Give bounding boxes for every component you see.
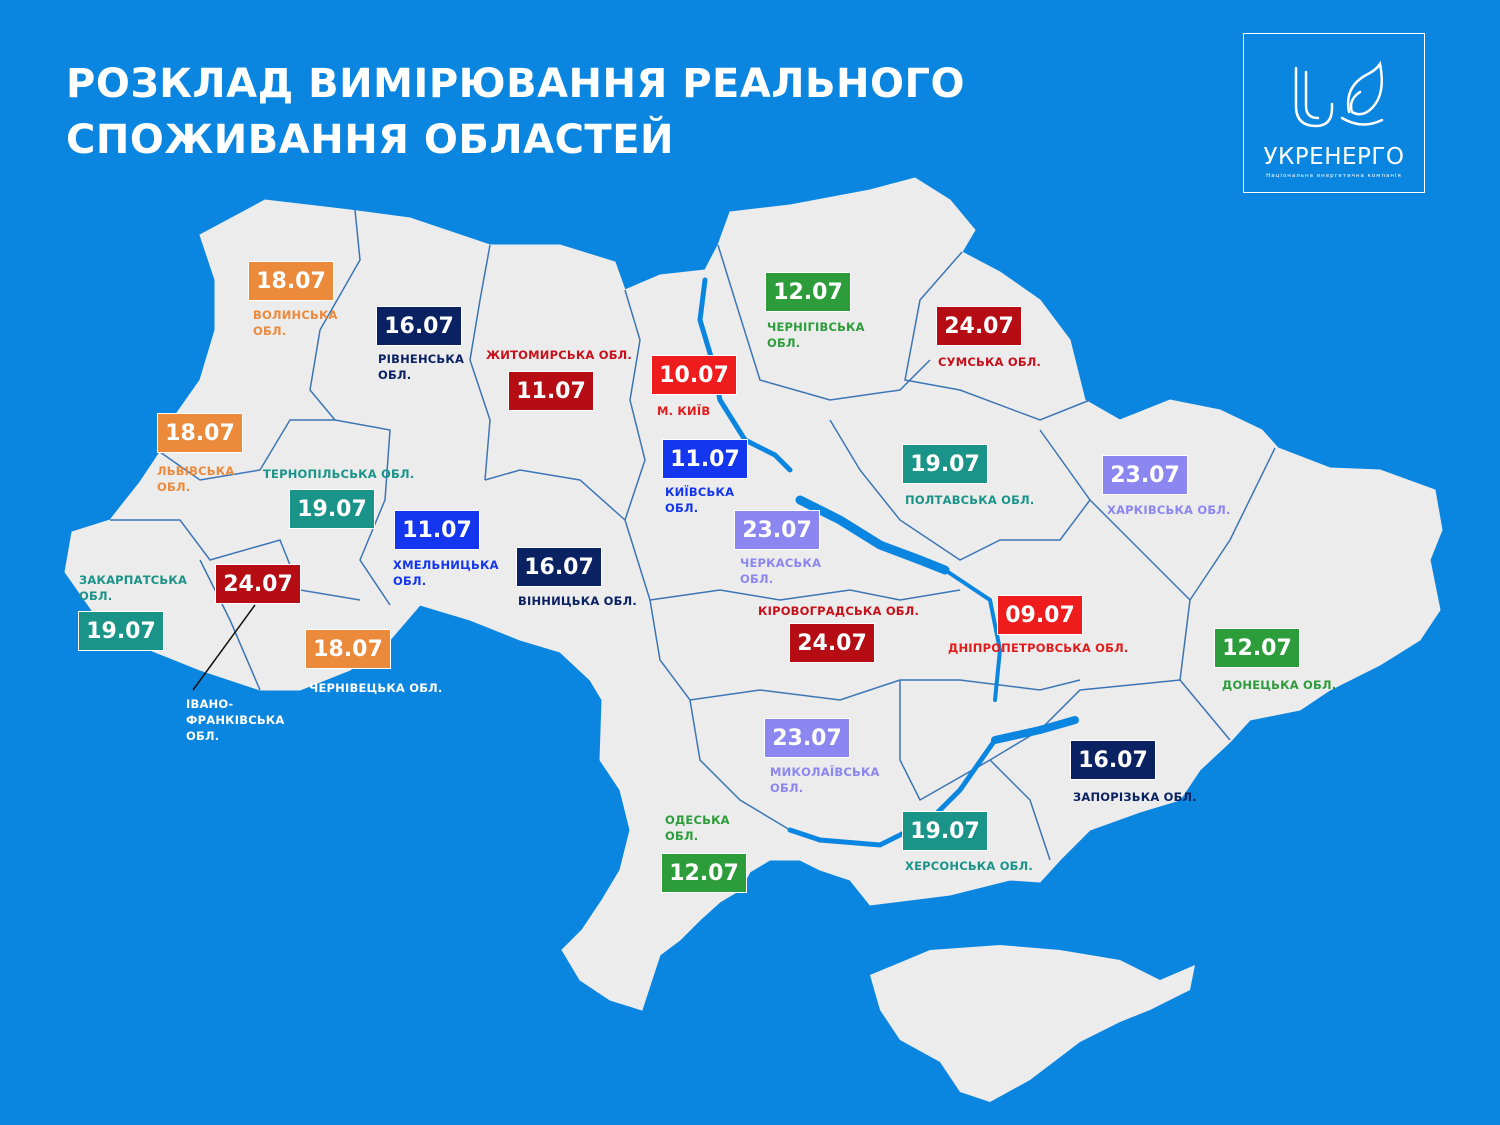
date-badge-chernihiv: 12.07	[765, 272, 851, 312]
date-badge-kyiv-city: 10.07	[651, 355, 737, 395]
dnipro-river	[697, 277, 1079, 848]
page-title: РОЗКЛАД ВИМІРЮВАННЯ РЕАЛЬНОГО СПОЖИВАННЯ…	[66, 61, 965, 163]
date-badge-dnipropetrovsk: 09.07	[997, 595, 1083, 635]
date-badge-mykolaiv: 23.07	[764, 718, 850, 758]
label-cherkasy: ЧЕРКАСЬКА ОБЛ.	[740, 556, 822, 586]
label-volyn: ВОЛИНСЬКА ОБЛ.	[253, 308, 338, 338]
label-kirovohrad: КІРОВОГРАДСЬКА ОБЛ.	[758, 604, 920, 618]
label-ternopil: ТЕРНОПІЛЬСЬКА ОБЛ.	[263, 467, 415, 481]
date-badge-kirovohrad: 24.07	[789, 623, 875, 663]
label-kharkiv: ХАРКІВСЬКА ОБЛ.	[1107, 503, 1231, 517]
label-odesa: ОДЕСЬКА ОБЛ.	[665, 813, 730, 843]
date-badge-ternopil: 19.07	[289, 489, 375, 529]
label-khmelnytskyi: ХМЕЛЬНИЦЬКА ОБЛ.	[393, 558, 499, 588]
date-badge-sumy: 24.07	[936, 306, 1022, 346]
label-zhytomyr: ЖИТОМИРСЬКА ОБЛ.	[486, 348, 632, 362]
logo-name: УКРЕНЕРГО	[1263, 144, 1405, 170]
date-badge-lviv: 18.07	[157, 413, 243, 453]
label-chernihiv: ЧЕРНІГІВСЬКА ОБЛ.	[767, 320, 865, 350]
date-badge-odesa: 12.07	[661, 853, 747, 893]
label-zaporizhzhia: ЗАПОРІЗЬКА ОБЛ.	[1073, 790, 1197, 804]
label-chernivtsi: ЧЕРНІВЕЦЬКА ОБЛ.	[309, 681, 443, 695]
label-lviv: ЛЬВІВСЬКА ОБЛ.	[157, 464, 235, 494]
label-vinnytsia: ВІННИЦЬКА ОБЛ.	[518, 594, 637, 608]
logo-tagline: Національна енергетична компанія	[1266, 173, 1402, 179]
ukrenergo-logo-icon	[1294, 60, 1384, 128]
date-badge-kyiv-oblast: 11.07	[662, 439, 748, 479]
date-badge-zakarpattia: 19.07	[78, 611, 164, 651]
label-poltava: ПОЛТАВСЬКА ОБЛ.	[905, 493, 1035, 507]
date-badge-rivne: 16.07	[376, 306, 462, 346]
label-donetsk: ДОНЕЦЬКА ОБЛ.	[1222, 678, 1337, 692]
date-badge-khmelnytskyi: 11.07	[394, 510, 480, 550]
date-badge-ivano-frankivsk: 24.07	[215, 564, 301, 604]
label-kyiv-oblast: КИЇВСЬКА ОБЛ.	[665, 485, 735, 515]
date-badge-poltava: 19.07	[902, 444, 988, 484]
date-badge-zhytomyr: 11.07	[508, 371, 594, 411]
date-badge-zaporizhzhia: 16.07	[1070, 740, 1156, 780]
label-ivano-frankivsk: ІВАНО- ФРАНКІВСЬКА ОБЛ.	[186, 697, 285, 743]
oblast-borders	[110, 209, 1276, 861]
date-badge-volyn: 18.07	[248, 261, 334, 301]
date-badge-vinnytsia: 16.07	[516, 547, 602, 587]
ivano-frankivsk-leader-line	[192, 604, 256, 691]
mainland-outline	[64, 177, 1443, 1011]
label-rivne: РІВНЕНСЬКА ОБЛ.	[378, 352, 465, 382]
ukrenergo-logo: УКРЕНЕРГО Національна енергетична компан…	[1243, 33, 1425, 193]
label-kherson: ХЕРСОНСЬКА ОБЛ.	[905, 859, 1033, 873]
label-dnipropetrovsk: ДНІПРОПЕТРОВСЬКА ОБЛ.	[948, 641, 1129, 655]
crimea-outline	[870, 945, 1195, 1102]
date-badge-donetsk: 12.07	[1214, 628, 1300, 668]
date-badge-chernivtsi: 18.07	[305, 629, 391, 669]
date-badge-kherson: 19.07	[902, 811, 988, 851]
date-badge-kharkiv: 23.07	[1102, 455, 1188, 495]
label-mykolaiv: МИКОЛАЇВСЬКА ОБЛ.	[770, 765, 880, 795]
label-sumy: СУМСЬКА ОБЛ.	[938, 355, 1042, 369]
label-kyiv-city: М. КИЇВ	[657, 404, 711, 418]
label-zakarpattia: ЗАКАРПАТСЬКА ОБЛ.	[79, 573, 188, 603]
date-badge-cherkasy: 23.07	[734, 510, 820, 550]
